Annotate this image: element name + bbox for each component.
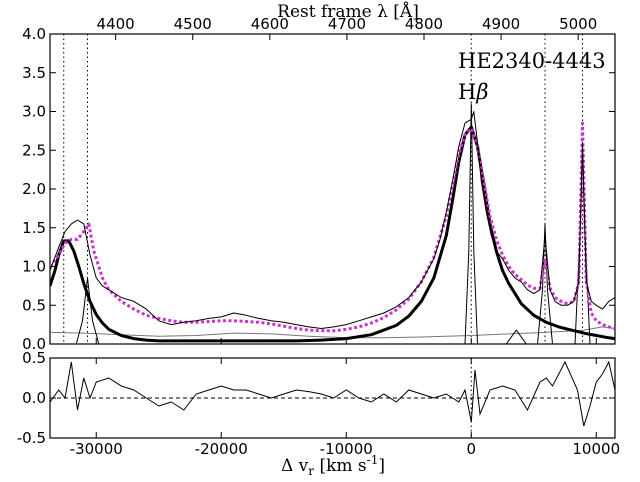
top-ytick-label: 3.0 — [22, 103, 46, 121]
bottom-ytick-label: 0.0 — [22, 389, 46, 407]
top-ytick-label: 1.0 — [22, 258, 46, 276]
top-wavelength-tick-label: 4900 — [482, 15, 520, 33]
bottom-xtick-label: -20000 — [195, 440, 248, 458]
top-wavelength-tick-label: 4800 — [405, 15, 443, 33]
bottom-xtick-label: -30000 — [70, 440, 123, 458]
top-ytick-label: 2.0 — [22, 180, 46, 198]
top-plot-area — [50, 34, 615, 344]
series-fe-ii-continuum-template — [50, 326, 615, 339]
series-observed-spectrum — [50, 111, 615, 329]
top-ytick-label: 4.0 — [22, 25, 46, 43]
series-broad-component — [50, 125, 615, 343]
top-wavelength-tick-label: 5000 — [559, 15, 597, 33]
top-ytick-label: 0.5 — [22, 296, 46, 314]
bottom-ytick-label: 0.5 — [22, 349, 46, 367]
series-residuals — [50, 360, 615, 427]
hbeta-line-label: Hβ — [458, 80, 488, 104]
top-wavelength-tick-label: 4600 — [251, 15, 289, 33]
top-axis-label: Rest frame λ [Å] — [277, 1, 419, 22]
series-narrow-emission-components — [75, 103, 591, 344]
object-name-label: HE2340-4443 — [458, 49, 606, 73]
bottom-plot-area — [50, 358, 615, 438]
top-ytick-label: 2.5 — [22, 141, 46, 159]
bottom-ytick-label: -0.5 — [17, 429, 46, 447]
bottom-xtick-label: 0 — [466, 440, 476, 458]
bottom-xtick-label: 10000 — [572, 440, 620, 458]
axes-ticks: 0.00.51.01.52.02.53.03.54.0-0.50.00.5-30… — [17, 15, 620, 458]
bottom-xtick-label: -10000 — [320, 440, 373, 458]
series-total-fit — [50, 121, 615, 333]
top-wavelength-tick-label: 4700 — [328, 15, 366, 33]
top-panel-frame — [49, 33, 616, 345]
top-wavelength-tick-label: 4500 — [174, 15, 212, 33]
top-wavelength-tick-label: 4400 — [97, 15, 135, 33]
bottom-axis-label: Δ vr [km s-1] — [281, 453, 385, 478]
top-ytick-label: 1.5 — [22, 219, 46, 237]
top-ytick-label: 0.0 — [22, 335, 46, 353]
top-ytick-label: 3.5 — [22, 64, 46, 82]
